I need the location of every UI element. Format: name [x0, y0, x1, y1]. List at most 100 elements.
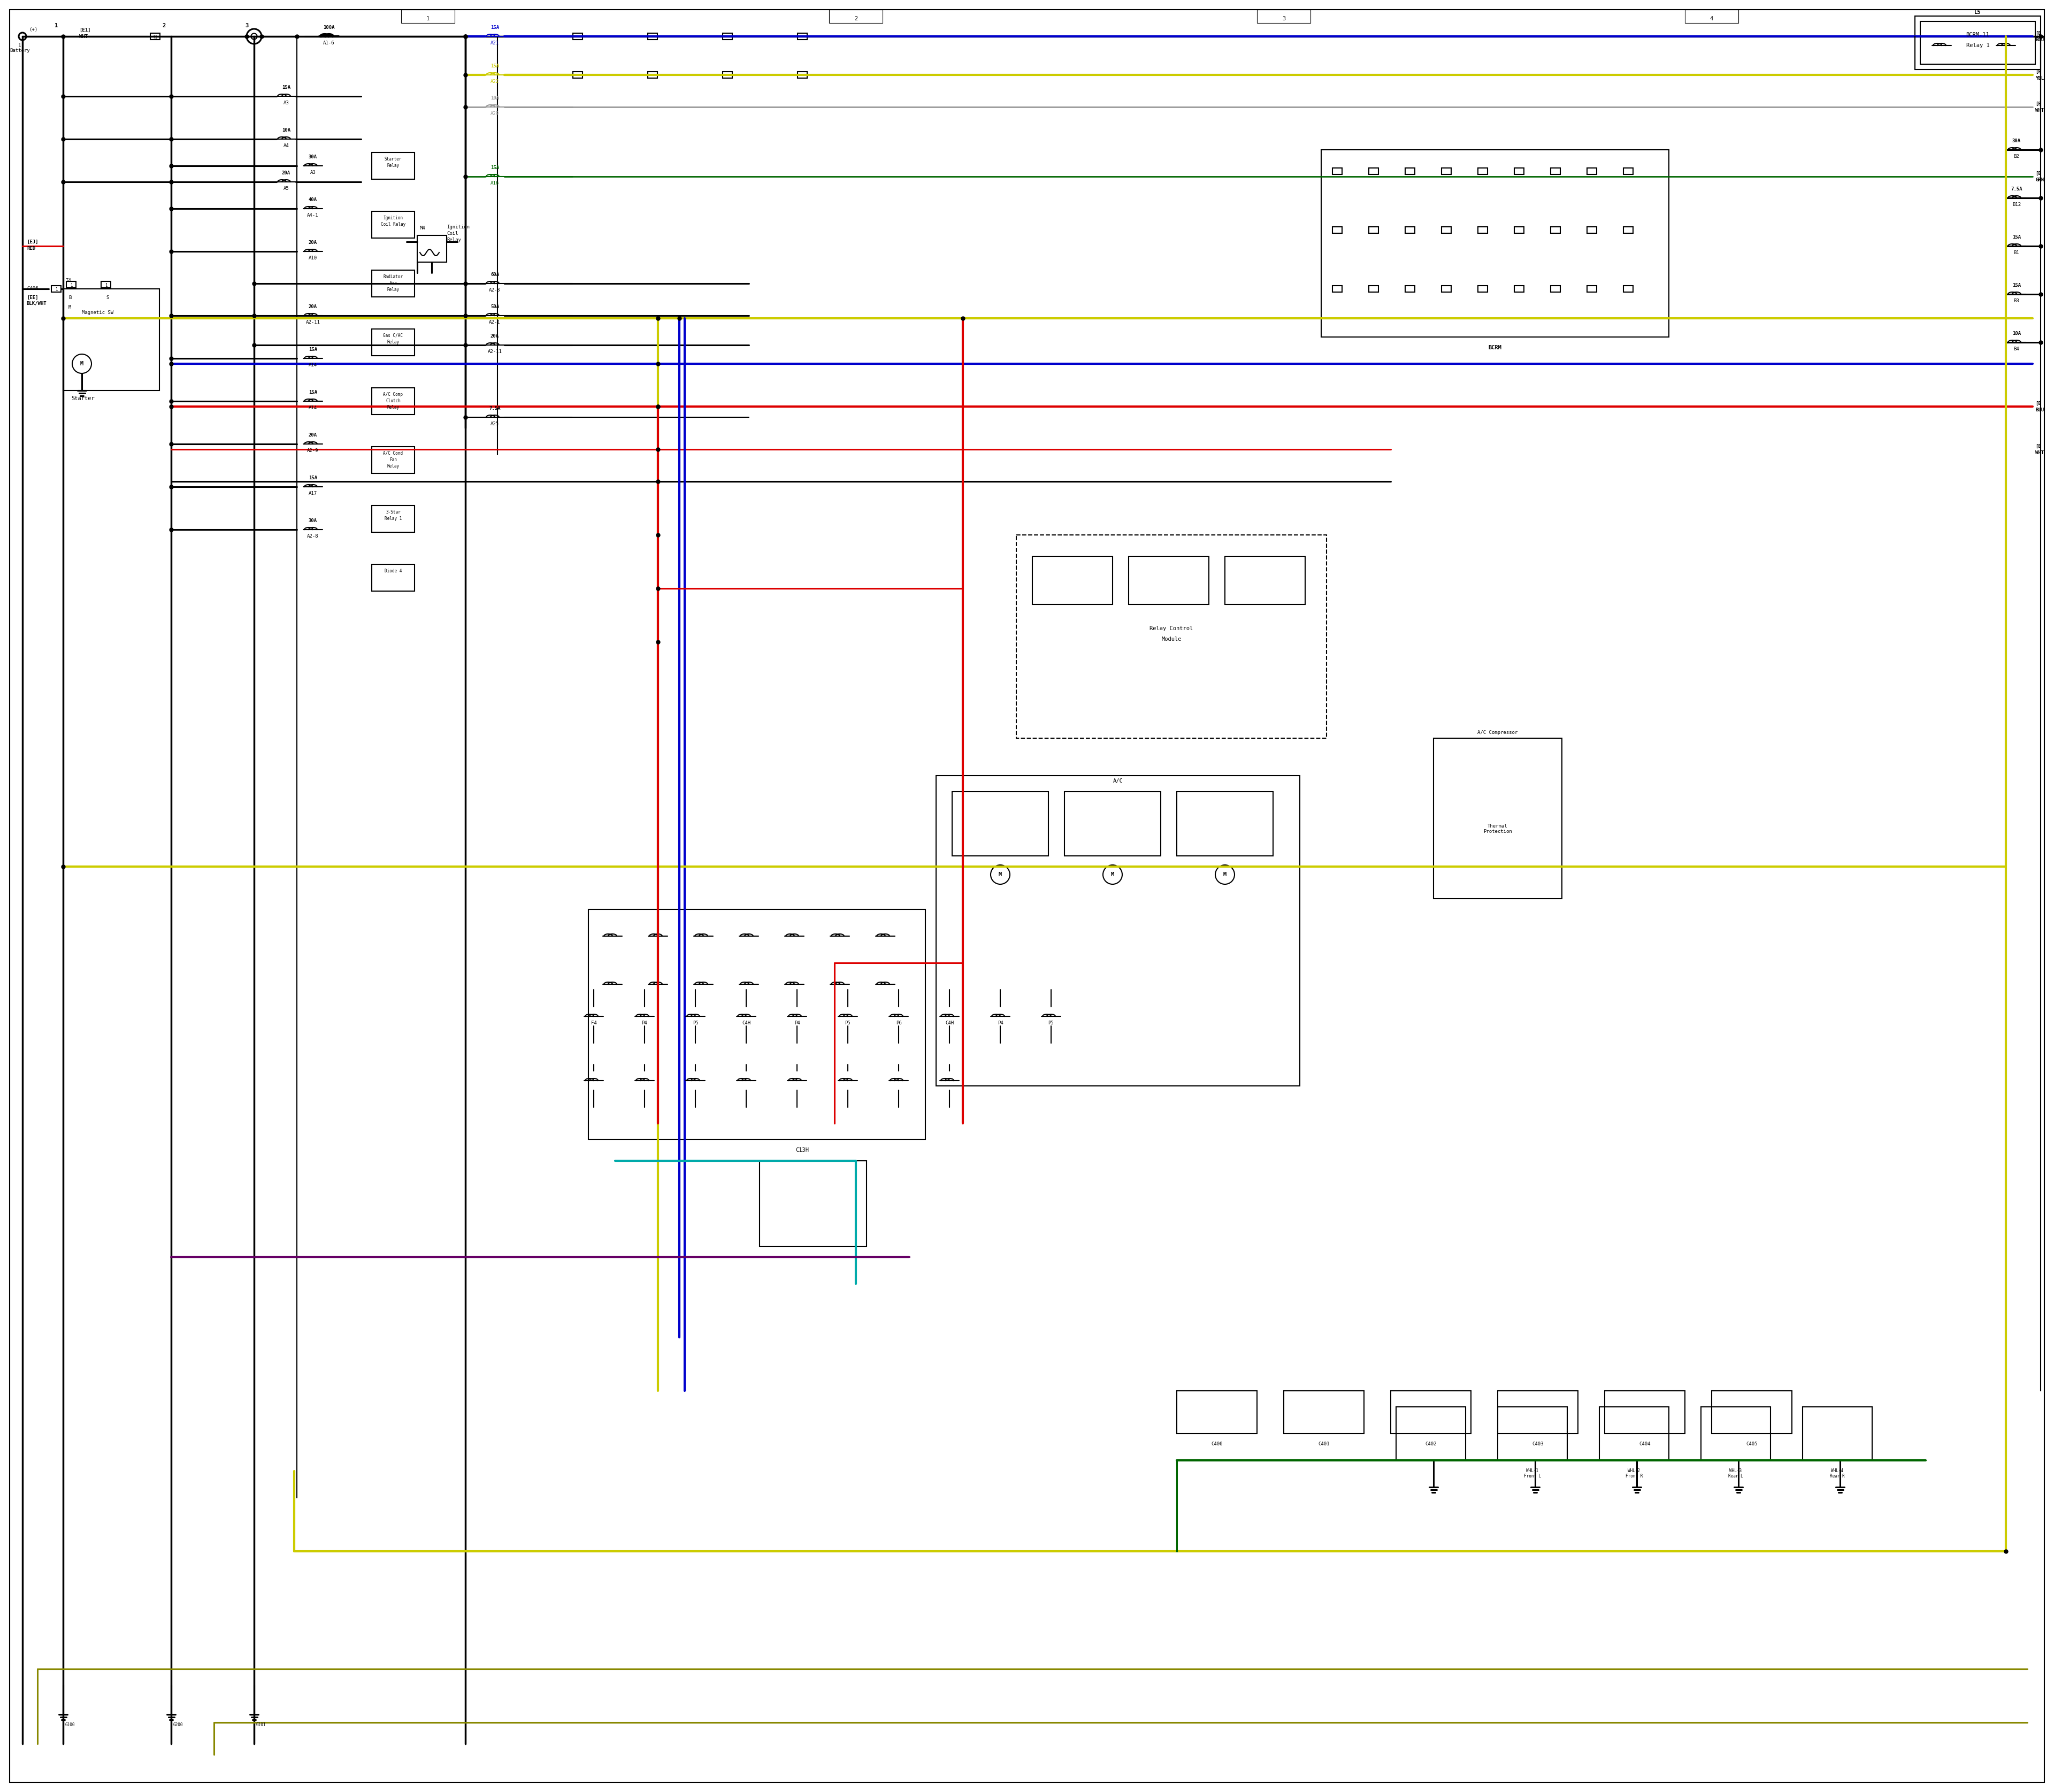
Text: B4: B4 [2013, 346, 2019, 351]
Text: L5: L5 [1974, 9, 1982, 14]
Text: [E1]: [E1] [80, 29, 90, 32]
Bar [1684, 9, 1738, 23]
Text: P6: P6 [896, 1021, 902, 1025]
Text: WHL-4
Rear R: WHL-4 Rear R [1830, 1468, 1844, 1478]
Text: P4: P4 [998, 1021, 1002, 1025]
Bar [1551, 228, 1561, 233]
Text: B1: B1 [2013, 251, 2019, 254]
Text: Relay 1: Relay 1 [1966, 43, 1990, 48]
Text: A2-8: A2-8 [308, 534, 318, 539]
Text: A/C Comp: A/C Comp [384, 392, 403, 396]
Text: P5: P5 [844, 1021, 850, 1025]
Text: Relay Control: Relay Control [1150, 625, 1193, 631]
Bar [1623, 228, 1633, 233]
Text: BLU: BLU [2036, 407, 2044, 412]
Text: Relay 1: Relay 1 [384, 516, 403, 521]
Text: A14: A14 [308, 405, 316, 410]
Text: C4H: C4H [945, 1021, 953, 1025]
Bar [1017, 536, 1327, 738]
Text: P4: P4 [641, 1021, 647, 1025]
Text: Relay: Relay [386, 464, 398, 468]
Bar [1128, 556, 1210, 604]
Text: [EE]: [EE] [27, 296, 39, 299]
Bar [1442, 228, 1452, 233]
Text: 15A: 15A [491, 25, 499, 30]
Text: [E: [E [2036, 401, 2042, 407]
Text: Starter: Starter [384, 156, 403, 161]
Bar [1405, 168, 1415, 174]
Bar [1588, 285, 1596, 292]
Text: 20A: 20A [281, 170, 290, 176]
Bar [1479, 228, 1487, 233]
Text: B3: B3 [2013, 299, 2019, 303]
Text: A25: A25 [491, 421, 499, 426]
Text: 15A: 15A [2013, 283, 2021, 289]
Text: A16: A16 [491, 181, 499, 186]
Text: 20A: 20A [308, 305, 316, 310]
Text: A1-6: A1-6 [322, 41, 335, 45]
Bar [1604, 1391, 1684, 1434]
Text: Relay: Relay [386, 163, 398, 168]
Text: WHL-2
Front R: WHL-2 Front R [1625, 1468, 1643, 1478]
Text: A10: A10 [308, 256, 316, 260]
Bar [1033, 556, 1113, 604]
Text: 30A: 30A [308, 518, 316, 523]
Text: WHT: WHT [80, 34, 88, 39]
Text: C403: C403 [1532, 1441, 1543, 1446]
Text: 15A: 15A [491, 65, 499, 68]
Text: Relay: Relay [386, 405, 398, 410]
Text: Module: Module [1161, 636, 1181, 642]
Bar [1711, 1391, 1791, 1434]
Text: 1: 1 [70, 283, 72, 287]
Bar [1479, 168, 1487, 174]
Bar [66, 281, 76, 289]
Text: 4: 4 [1711, 16, 1713, 22]
Bar [647, 72, 657, 79]
Bar [797, 34, 807, 39]
Bar [372, 271, 415, 297]
Bar [1321, 151, 1668, 337]
Text: Relay: Relay [386, 340, 398, 344]
Bar [1333, 285, 1341, 292]
Text: 2: 2 [854, 16, 857, 22]
Text: 7.5A: 7.5A [2011, 186, 2023, 192]
Bar [372, 564, 415, 591]
Text: M: M [998, 873, 1002, 878]
Text: C401: C401 [1319, 1441, 1329, 1446]
Bar [1368, 168, 1378, 174]
Text: 2: 2 [162, 23, 166, 29]
Bar [1551, 168, 1561, 174]
Text: 15A: 15A [308, 475, 316, 480]
Bar [1257, 9, 1310, 23]
Text: WHT: WHT [2036, 108, 2044, 113]
Text: P4: P4 [795, 1021, 799, 1025]
Text: 1: 1 [55, 287, 58, 292]
Text: 15A: 15A [308, 391, 316, 394]
Text: A2-11: A2-11 [306, 321, 320, 324]
Bar [1701, 1407, 1771, 1460]
Text: 10A: 10A [281, 127, 290, 133]
Text: YEL: YEL [2036, 75, 2044, 81]
Text: C400: C400 [1212, 1441, 1222, 1446]
Bar [1177, 1391, 1257, 1434]
Bar [573, 72, 583, 79]
Text: Magnetic SW: Magnetic SW [82, 310, 113, 315]
Bar [64, 289, 160, 391]
Text: M: M [80, 360, 84, 366]
Text: B2: B2 [2013, 154, 2019, 159]
Text: A22: A22 [491, 79, 499, 84]
Text: A21: A21 [491, 41, 499, 45]
Text: WHL-3
Rear L: WHL-3 Rear L [1727, 1468, 1744, 1478]
Bar [723, 72, 733, 79]
Bar [1514, 285, 1524, 292]
Bar [647, 34, 657, 39]
Bar [1064, 792, 1161, 857]
Text: [E: [E [2036, 102, 2042, 106]
Text: Coil Relay: Coil Relay [380, 222, 405, 228]
Text: G101: G101 [257, 1722, 267, 1727]
Text: 30A: 30A [2013, 138, 2021, 143]
Bar [1368, 228, 1378, 233]
Text: 20A: 20A [491, 333, 499, 339]
Bar [1333, 228, 1341, 233]
Bar [1600, 1407, 1668, 1460]
